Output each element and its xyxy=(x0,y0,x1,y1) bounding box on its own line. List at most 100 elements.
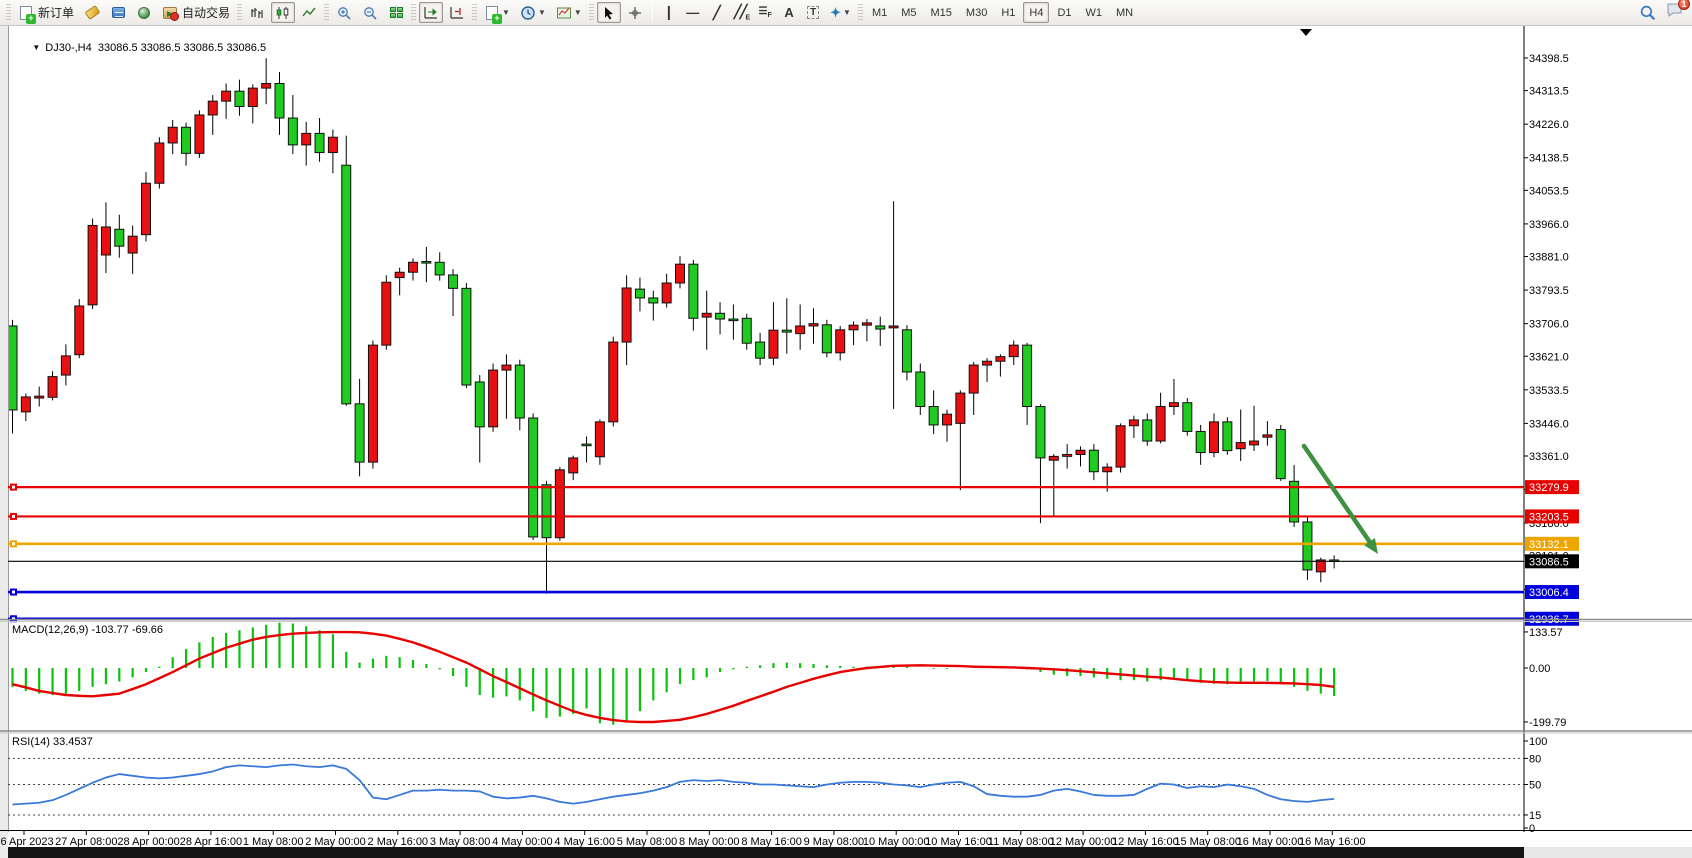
macd-signal-line xyxy=(12,630,1335,724)
fibonacci-tool[interactable]: ☰F xyxy=(754,2,776,23)
time-axis-label: 8 May 16:00 xyxy=(741,836,802,848)
clock-icon xyxy=(521,5,535,20)
timeframe-m5[interactable]: M5 xyxy=(901,6,917,19)
price-level-badge: 33006.4 xyxy=(1529,587,1569,599)
time-axis-label: 1 May 08:00 xyxy=(243,836,304,848)
time-axis-label: 8 May 00:00 xyxy=(679,836,740,848)
candlestick xyxy=(87,224,98,306)
chart-end-marker-icon[interactable] xyxy=(1300,29,1312,36)
line-chart-button[interactable] xyxy=(297,2,321,23)
arrows-tool[interactable]: ✦ ▼ xyxy=(826,2,855,23)
timeframe-m30[interactable]: M30 xyxy=(965,6,988,19)
candlestick xyxy=(1195,430,1206,454)
candlestick xyxy=(942,413,952,426)
timeframe-h4[interactable]: H4 xyxy=(1023,2,1050,23)
macd-scale-label: -199.79 xyxy=(1529,717,1566,729)
price-level-badge: 33203.5 xyxy=(1529,511,1569,523)
candlestick xyxy=(1209,421,1219,454)
time-axis-label: 5 May 08:00 xyxy=(617,836,678,848)
search-icon[interactable] xyxy=(1639,4,1656,21)
toolbar-grip xyxy=(588,3,594,22)
channel-tool[interactable]: ╱╱E xyxy=(730,2,752,23)
template-icon xyxy=(556,7,571,18)
docked-panel-edge[interactable] xyxy=(8,847,1524,858)
candlestick xyxy=(47,376,58,398)
timeframe-m1[interactable]: M1 xyxy=(871,6,888,19)
notifications-button[interactable]: 1 xyxy=(1666,0,1690,23)
zoom-out-button[interactable] xyxy=(358,2,382,23)
timeframe-w1[interactable]: W1 xyxy=(1085,6,1103,19)
cursor-button[interactable] xyxy=(596,2,621,23)
candlestick xyxy=(1088,449,1099,473)
vertical-line-tool[interactable]: | xyxy=(658,2,680,23)
trend-arrow-annotation[interactable] xyxy=(1301,443,1378,554)
market-watch-button[interactable] xyxy=(106,2,130,23)
candlestick xyxy=(501,364,512,371)
auto-scroll-icon xyxy=(424,6,438,19)
caret-down-icon: ▼ xyxy=(537,8,546,17)
trendline-tool[interactable]: ╱ xyxy=(706,2,728,23)
bar-chart-button[interactable] xyxy=(245,2,269,23)
candlestick xyxy=(461,287,472,386)
candlestick xyxy=(287,117,298,146)
candlestick xyxy=(982,360,993,366)
time-axis-label: 27 Apr 08:00 xyxy=(55,836,117,848)
candlestick xyxy=(301,132,312,146)
main-toolbar: 新订单 自动交易 xyxy=(0,0,1692,26)
fibonacci-icon: ☰F xyxy=(758,6,772,19)
candlestick xyxy=(514,364,525,419)
styler-button[interactable] xyxy=(80,2,104,23)
candlestick xyxy=(1155,406,1166,442)
chart-shift-icon xyxy=(450,6,464,19)
templates-button[interactable]: ▼ xyxy=(552,2,586,23)
chart-canvas[interactable]: 34398.5 34313.5 34226.0 34138.5 34053.5 33966… xyxy=(0,26,1692,858)
crosshair-button[interactable] xyxy=(623,2,647,23)
time-axis-label: 2 May 00:00 xyxy=(305,836,366,848)
periods-button[interactable]: ▼ xyxy=(516,2,550,23)
price-axis-tick: 34226.0 xyxy=(1529,119,1569,131)
candlestick xyxy=(715,312,726,320)
candlestick xyxy=(421,261,432,264)
timeframe-h1[interactable]: H1 xyxy=(1001,6,1016,19)
channel-icon: ╱╱E xyxy=(733,3,750,22)
tile-windows-button[interactable] xyxy=(384,2,408,23)
text-label-tool[interactable]: T xyxy=(802,2,824,23)
candlestick xyxy=(1102,466,1113,473)
candlestick xyxy=(341,164,352,405)
timeframe-m15[interactable]: M15 xyxy=(930,6,952,19)
candlestick xyxy=(167,126,178,144)
chart-window-icon xyxy=(110,5,126,21)
timeframe-group: M1 M5 M15 M30 H1 H4 D1 W1 MN xyxy=(865,2,1140,23)
candlestick xyxy=(861,322,872,326)
line-chart-icon xyxy=(302,7,316,16)
candlestick xyxy=(528,417,539,538)
time-axis-label: 2 May 16:00 xyxy=(368,836,429,848)
candlestick xyxy=(1182,402,1193,432)
chart-area[interactable]: 34398.5 34313.5 34226.0 34138.5 34053.5 33966… xyxy=(0,26,1692,858)
candlestick xyxy=(781,329,792,333)
timeframe-mn[interactable]: MN xyxy=(1116,6,1134,19)
candlestick-chart-icon xyxy=(276,6,289,19)
horizontal-line-tool[interactable]: — xyxy=(682,2,704,23)
text-tool[interactable]: A xyxy=(778,2,800,23)
candlestick xyxy=(634,288,645,299)
candlestick xyxy=(835,329,846,354)
toolbar-grip xyxy=(324,3,330,22)
candlestick xyxy=(955,392,966,424)
time-axis-label: 26 Apr 2023 xyxy=(0,836,54,848)
candlestick xyxy=(247,87,258,108)
indicators-button[interactable]: ▼ xyxy=(480,2,514,24)
auto-scroll-button[interactable] xyxy=(419,2,444,23)
candlestick xyxy=(274,83,285,119)
auto-trading-button[interactable]: 自动交易 xyxy=(158,2,234,23)
candlestick xyxy=(434,261,445,276)
candlestick xyxy=(194,114,205,154)
chart-shift-button[interactable] xyxy=(445,2,469,23)
new-order-button[interactable]: 新订单 xyxy=(14,2,78,24)
timeframe-d1[interactable]: D1 xyxy=(1057,6,1072,19)
data-window-button[interactable] xyxy=(132,2,156,23)
candlestick xyxy=(821,324,832,354)
text-label-icon: T xyxy=(807,6,820,19)
zoom-in-button[interactable] xyxy=(332,2,356,23)
candlestick-chart-button[interactable] xyxy=(271,2,296,23)
